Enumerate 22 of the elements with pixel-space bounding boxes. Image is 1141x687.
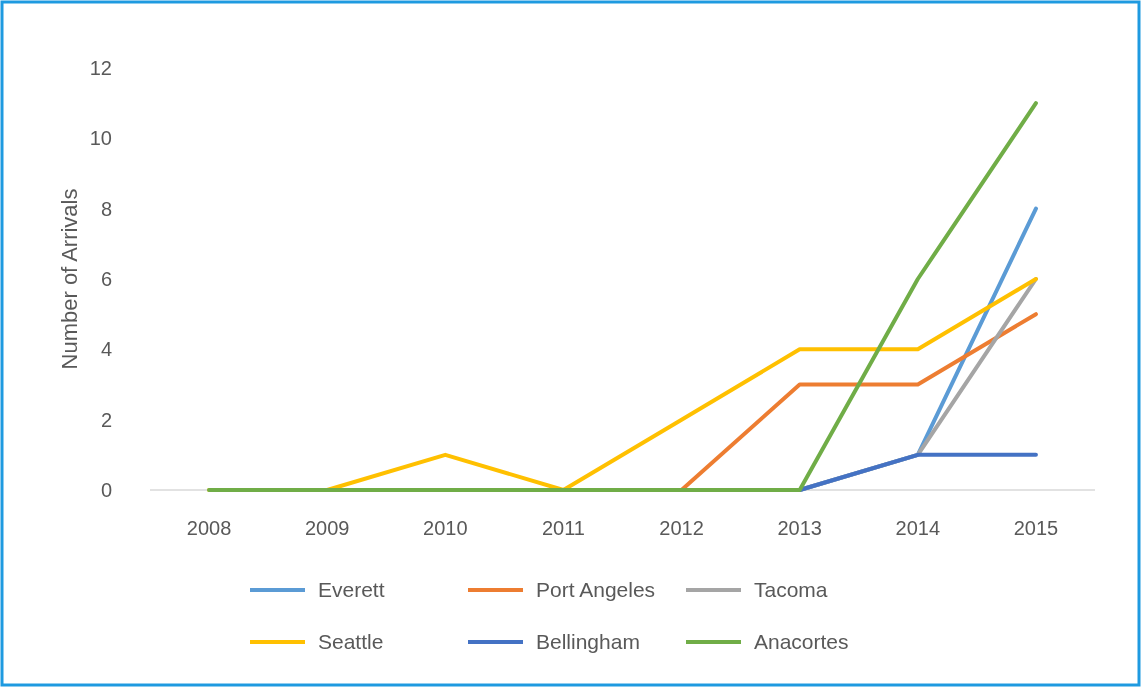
y-tick-label: 2 [100, 408, 112, 431]
legend-label: Everett [318, 578, 385, 602]
x-tick-label: 2014 [895, 517, 941, 539]
y-tick-label: 4 [100, 338, 112, 361]
legend-label: Tacoma [754, 578, 828, 602]
legend-label: Anacortes [754, 630, 849, 654]
x-tick-label: 2010 [423, 517, 468, 539]
x-tick-label: 2012 [659, 517, 704, 539]
x-tick-label: 2015 [1013, 517, 1059, 539]
y-tick-label: 12 [89, 57, 112, 79]
x-tick-label: 2009 [304, 517, 350, 539]
x-tick-label: 2008 [186, 517, 232, 539]
y-tick-label: 0 [100, 479, 112, 501]
y-axis-title: Number of Arrivals [57, 188, 82, 370]
x-tick-label: 2013 [777, 517, 822, 539]
legend-label: Bellingham [536, 630, 640, 654]
x-tick-label: 2011 [541, 517, 585, 539]
y-tick-label: 10 [89, 127, 112, 150]
y-tick-label: 6 [100, 268, 112, 290]
legend-label: Port Angeles [536, 578, 656, 602]
y-tick-label: 8 [100, 197, 112, 220]
legend-label: Seattle [318, 630, 384, 654]
